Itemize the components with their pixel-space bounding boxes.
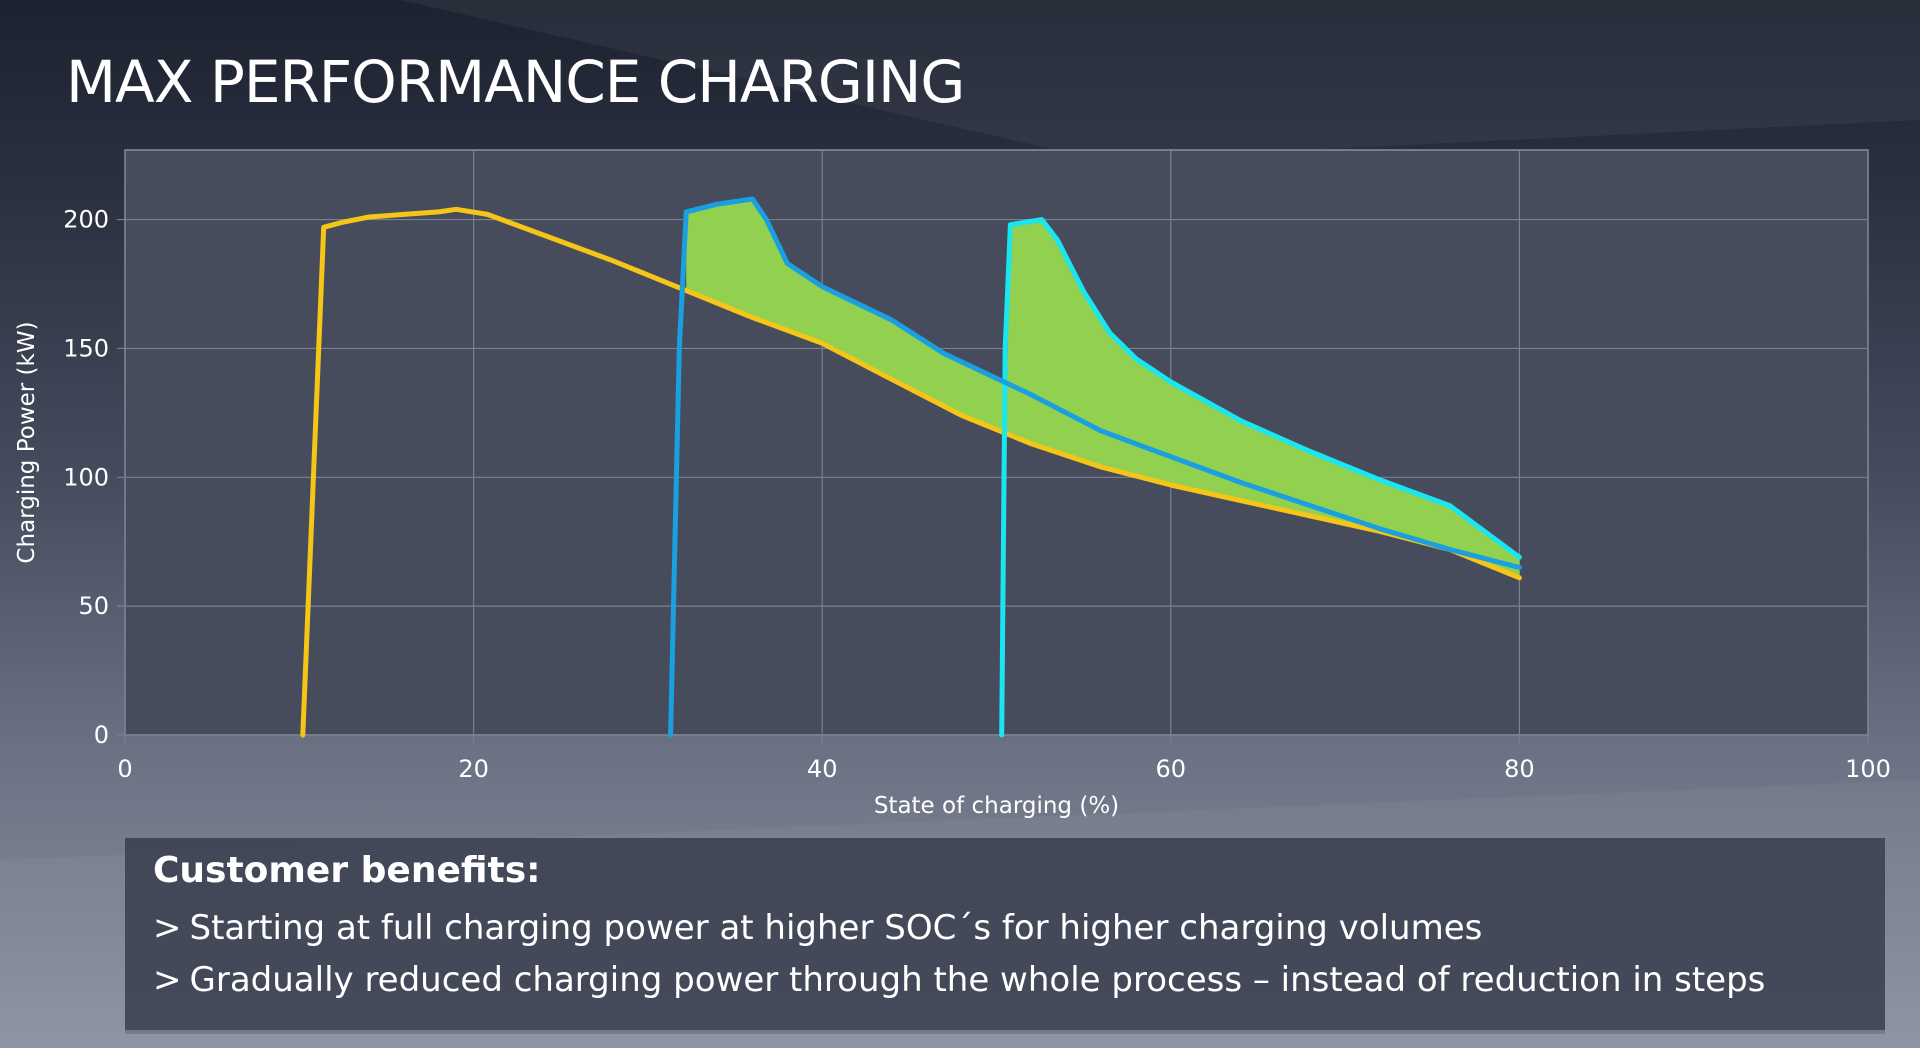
plot-area	[124, 149, 1869, 736]
slide-title: MAX PERFORMANCE CHARGING	[66, 48, 965, 116]
x-tick-label: 20	[458, 755, 489, 783]
y-tick-label: 200	[63, 206, 109, 234]
customer-benefits-panel: Customer benefits: > Starting at full cha…	[125, 838, 1885, 1034]
benefit-text: Gradually reduced charging power through…	[189, 960, 1766, 1000]
series-line	[999, 217, 1522, 738]
benefit-item: > Gradually reduced charging power throug…	[153, 960, 1765, 1000]
x-tick-label: 100	[1845, 755, 1891, 783]
y-tick-label: 150	[63, 334, 109, 362]
benefits-heading: Customer benefits:	[153, 850, 541, 891]
x-axis-title: State of charging (%)	[874, 793, 1119, 819]
x-tick-label: 80	[1504, 755, 1535, 783]
benefit-item: > Starting at full charging power at high…	[153, 908, 1482, 948]
x-tick-label: 0	[117, 755, 132, 783]
y-tick-label: 50	[78, 592, 109, 620]
series-line	[300, 206, 1522, 738]
y-tick-label: 100	[63, 463, 109, 491]
series-line	[668, 196, 1522, 738]
x-tick-label: 60	[1156, 755, 1187, 783]
gain-area	[686, 199, 1520, 578]
y-axis-title: Charging Power (kW)	[14, 321, 40, 563]
chevron-right-icon: >	[153, 960, 182, 1000]
chevron-right-icon: >	[153, 908, 182, 948]
charging-power-chart: 0 20 40 60 80 100 0 50 100 150 200 State of chargin…	[14, 149, 1891, 819]
x-tick-label: 40	[807, 755, 838, 783]
benefit-text: Starting at full charging power at highe…	[189, 908, 1483, 948]
y-tick-label: 0	[94, 721, 109, 749]
